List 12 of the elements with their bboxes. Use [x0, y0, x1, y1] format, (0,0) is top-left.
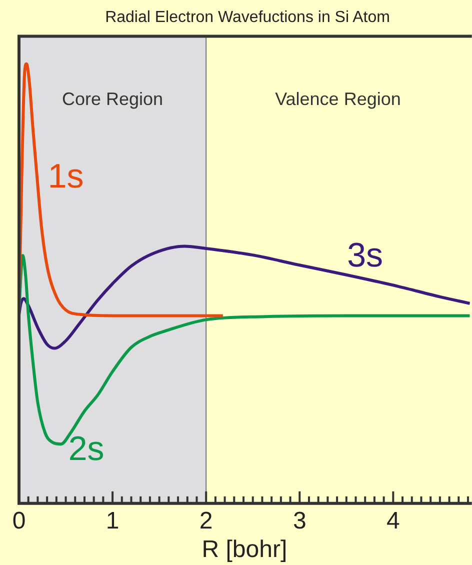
x-axis-title: R [bohr]: [202, 536, 288, 564]
band-label: Core Region: [62, 89, 164, 110]
chart-title: Radial Electron Wavefuctions in Si Atom: [105, 9, 390, 26]
x-tick-label: 4: [386, 507, 400, 534]
series-label: 2s: [68, 430, 104, 468]
x-tick-label: 3: [292, 507, 306, 534]
x-tick-label: 1: [106, 507, 120, 534]
x-tick-label: 2: [199, 507, 213, 534]
x-tick-label: 0: [12, 507, 26, 534]
series-label: 3s: [347, 236, 384, 275]
annotation: Valence Region: [275, 89, 401, 110]
series-label: 1s: [48, 158, 84, 196]
